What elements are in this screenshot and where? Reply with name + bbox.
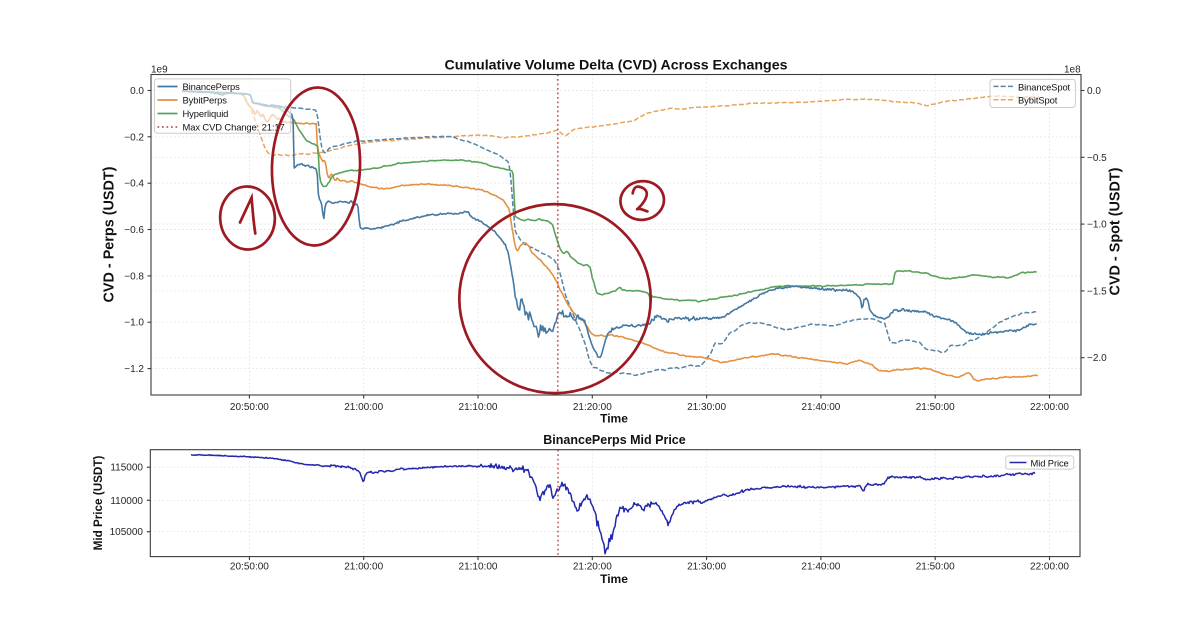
svg-text:1e8: 1e8 [1064,65,1081,76]
svg-text:110000: 110000 [110,496,143,507]
svg-text:20:50:00: 20:50:00 [230,562,269,573]
svg-text:21:40:00: 21:40:00 [801,562,840,573]
svg-text:−0.8: −0.8 [124,271,144,282]
svg-text:Time: Time [600,412,628,426]
svg-text:−0.5: −0.5 [1087,153,1107,164]
svg-text:21:30:00: 21:30:00 [687,562,726,573]
svg-text:BinanceSpot: BinanceSpot [1018,81,1071,92]
svg-text:21:30:00: 21:30:00 [687,402,726,413]
svg-text:−0.2: −0.2 [124,132,144,143]
svg-text:Hyperliquid: Hyperliquid [183,108,229,119]
svg-text:21:50:00: 21:50:00 [916,562,955,573]
svg-text:21:20:00: 21:20:00 [573,402,612,413]
svg-text:22:00:00: 22:00:00 [1030,562,1069,573]
svg-text:Mid Price: Mid Price [1031,457,1069,468]
svg-text:Max CVD Change: 21:17: Max CVD Change: 21:17 [183,122,285,133]
svg-text:22:00:00: 22:00:00 [1030,402,1069,413]
svg-text:BinancePerps Mid Price: BinancePerps Mid Price [543,433,685,447]
svg-text:21:00:00: 21:00:00 [344,562,383,573]
svg-text:−1.5: −1.5 [1087,286,1107,297]
svg-text:BybitPerps: BybitPerps [183,95,228,106]
svg-text:Mid Price (USDT): Mid Price (USDT) [92,455,105,550]
svg-text:CVD - Perps (USDT): CVD - Perps (USDT) [102,166,118,302]
svg-text:−2.0: −2.0 [1087,353,1107,364]
svg-text:−0.6: −0.6 [124,225,144,236]
svg-text:21:20:00: 21:20:00 [573,562,612,573]
svg-text:BybitSpot: BybitSpot [1018,95,1058,106]
svg-text:CVD - Spot (USDT): CVD - Spot (USDT) [1108,167,1124,295]
svg-text:Cumulative Volume Delta (CVD): Cumulative Volume Delta (CVD) Across Exc… [445,58,788,74]
svg-text:Time: Time [600,572,628,586]
svg-text:105000: 105000 [110,527,144,538]
svg-text:21:40:00: 21:40:00 [801,402,840,413]
svg-text:−0.4: −0.4 [124,179,144,190]
svg-text:BinancePerps: BinancePerps [183,81,241,92]
svg-text:−1.2: −1.2 [124,364,144,375]
svg-text:20:50:00: 20:50:00 [230,402,269,413]
svg-text:−1.0: −1.0 [1087,220,1107,231]
svg-text:0.0: 0.0 [1087,86,1101,97]
svg-text:−1.0: −1.0 [124,318,144,329]
svg-text:21:10:00: 21:10:00 [459,562,498,573]
svg-text:115000: 115000 [110,463,143,474]
svg-text:21:10:00: 21:10:00 [459,402,498,413]
svg-text:1e9: 1e9 [151,65,168,76]
svg-text:0.0: 0.0 [130,86,144,97]
svg-text:21:00:00: 21:00:00 [344,402,383,413]
svg-text:21:50:00: 21:50:00 [916,402,955,413]
